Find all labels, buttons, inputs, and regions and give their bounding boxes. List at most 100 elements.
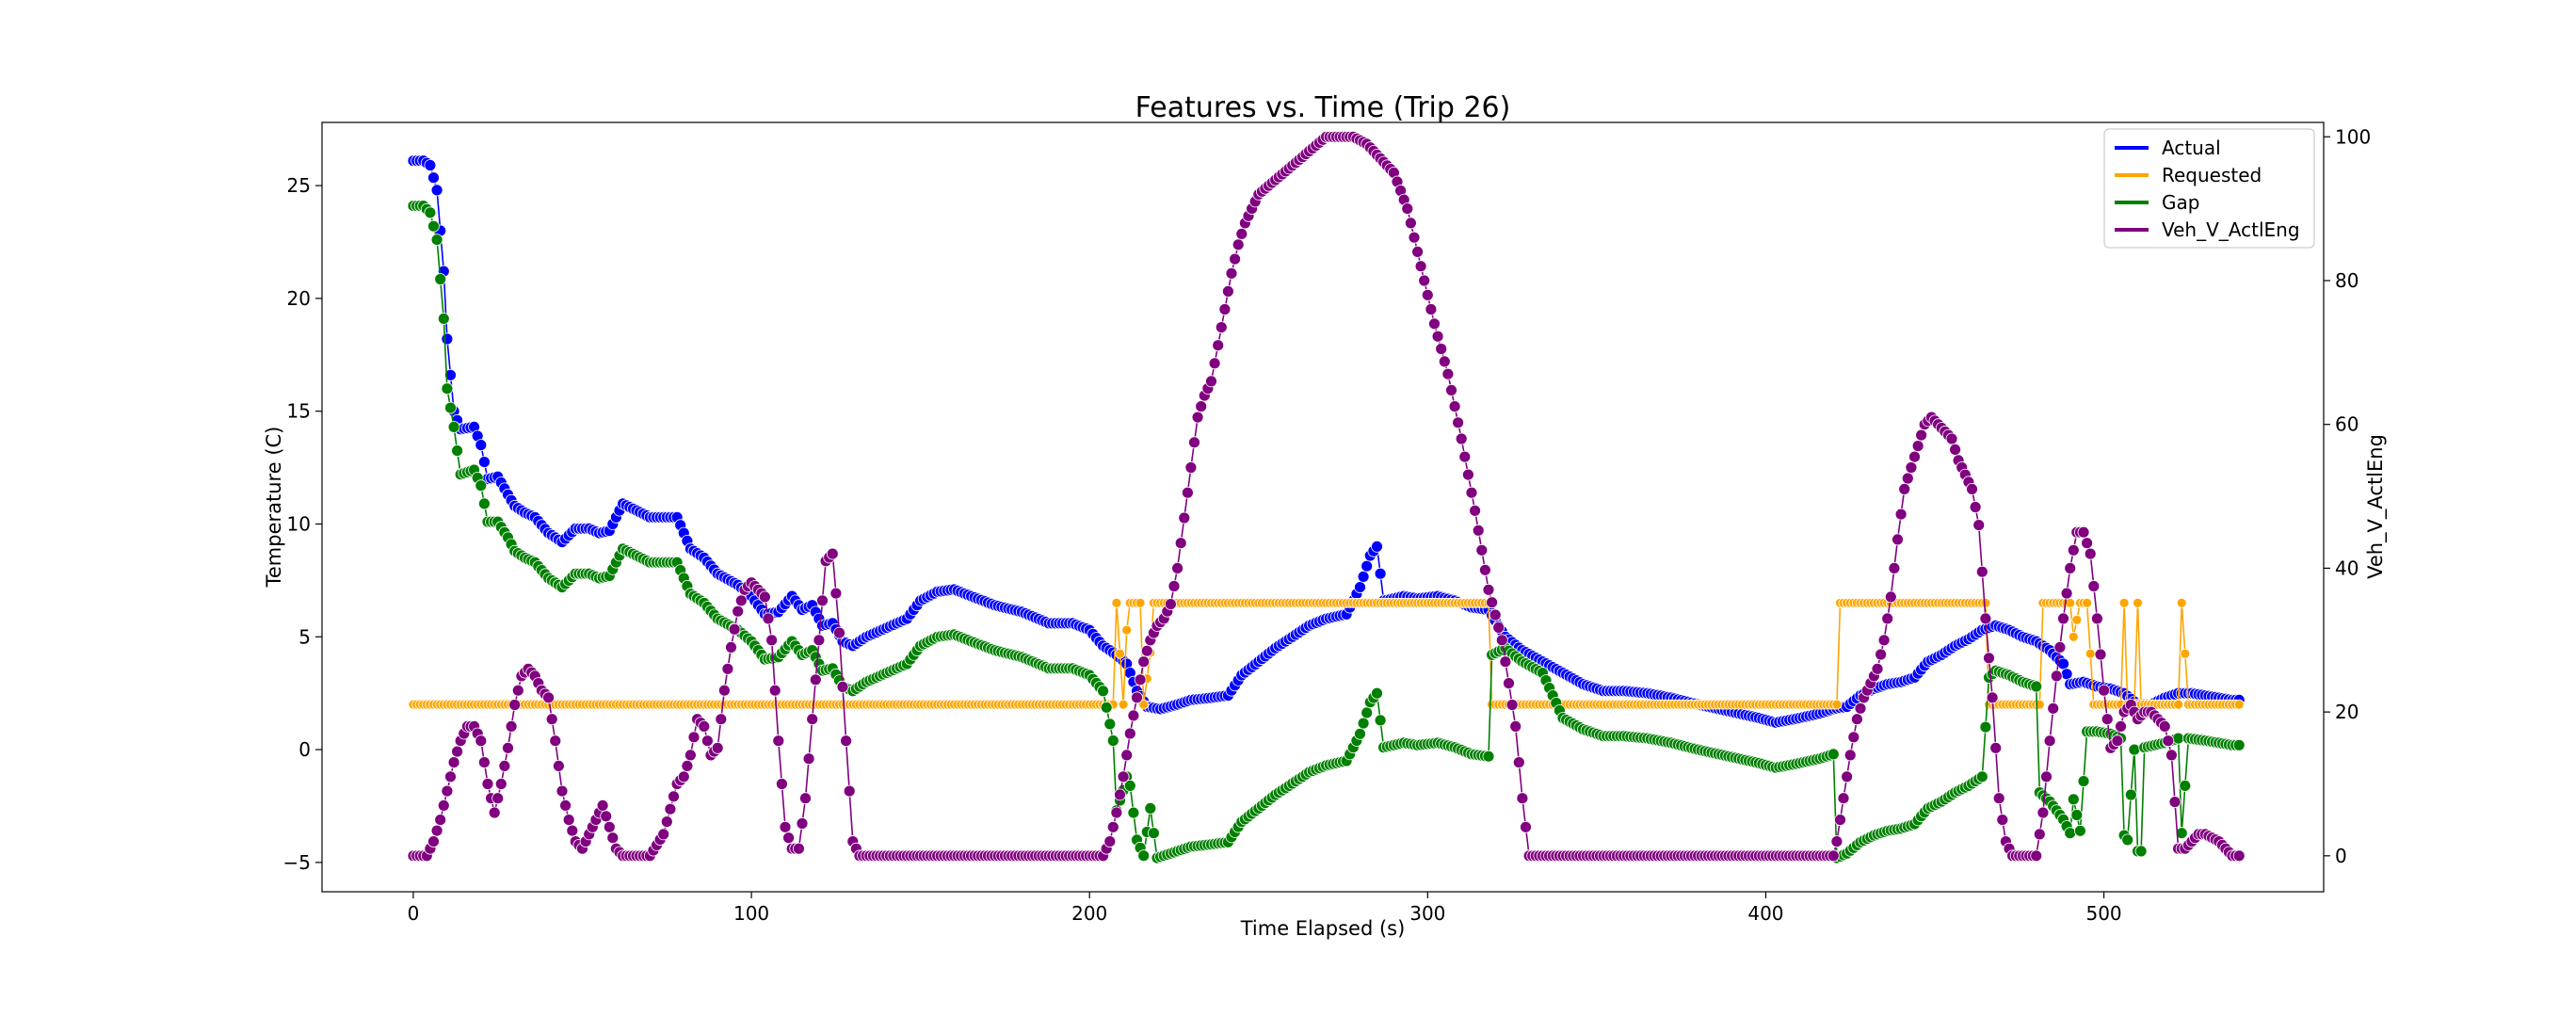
data-point-gap [2030, 680, 2043, 693]
data-point-veh-v-actleng [1915, 428, 1927, 442]
data-point-veh-v-actleng [1871, 662, 1884, 675]
data-point-requested [2233, 699, 2245, 710]
data-point-veh-v-actleng [1499, 655, 1512, 669]
data-point-veh-v-actleng [1520, 820, 1532, 833]
data-point-veh-v-actleng [765, 634, 778, 647]
data-point-gap [2172, 732, 2185, 745]
chart-title: Features vs. Time (Trip 26) [1135, 91, 1511, 124]
data-point-veh-v-actleng [1414, 260, 1427, 273]
data-point-veh-v-actleng [1989, 741, 2003, 754]
data-point-veh-v-actleng [1495, 634, 1508, 647]
legend-item-actual: Actual [2115, 137, 2221, 159]
data-point-gap [427, 219, 440, 233]
data-point-veh-v-actleng [1969, 501, 1982, 513]
data-point-veh-v-actleng [1986, 691, 1999, 704]
data-point-veh-v-actleng [1854, 702, 1867, 715]
data-point-veh-v-actleng [498, 760, 511, 772]
data-point-gap [1097, 685, 1109, 698]
data-point-veh-v-actleng [1218, 303, 1232, 315]
data-point-veh-v-actleng [1949, 443, 1962, 456]
data-point-veh-v-actleng [1103, 835, 1117, 848]
data-point-veh-v-actleng [1992, 792, 2005, 805]
data-point-gap [1137, 849, 1151, 863]
data-point-gap [1144, 802, 1157, 815]
data-point-veh-v-actleng [1894, 508, 1908, 521]
data-point-gap [1357, 717, 1370, 730]
x-tick-label: 400 [1747, 902, 1783, 925]
data-point-veh-v-actleng [728, 622, 741, 636]
data-point-veh-v-actleng [668, 790, 680, 803]
data-point-veh-v-actleng [725, 641, 737, 654]
legend-label: Veh_V_ActlEng [2162, 218, 2300, 241]
data-point-gap [1371, 686, 1383, 700]
data-point-veh-v-actleng [1877, 634, 1891, 647]
data-point-veh-v-actleng [1975, 565, 1988, 578]
data-point-veh-v-actleng [1911, 440, 1924, 453]
data-point-veh-v-actleng [2037, 806, 2050, 819]
data-point-veh-v-actleng [660, 815, 673, 828]
data-point-veh-v-actleng [759, 590, 771, 604]
data-point-veh-v-actleng [1505, 699, 1519, 711]
data-point-veh-v-actleng [1489, 608, 1502, 622]
data-point-veh-v-actleng [1898, 483, 1911, 495]
data-point-veh-v-actleng [2087, 580, 2101, 592]
data-point-veh-v-actleng [488, 806, 501, 819]
data-point-gap [2124, 788, 2137, 801]
data-point-veh-v-actleng [718, 684, 731, 697]
data-point-veh-v-actleng [1215, 321, 1228, 334]
data-point-veh-v-actleng [1441, 367, 1455, 380]
x-tick-label: 300 [1409, 902, 1445, 925]
data-point-veh-v-actleng [494, 778, 507, 790]
data-point-veh-v-actleng [779, 820, 792, 833]
data-point-veh-v-actleng [2060, 587, 2073, 600]
data-point-requested [1121, 624, 1133, 636]
data-point-veh-v-actleng [1830, 835, 1843, 848]
y-tick-label: 5 [298, 625, 311, 648]
data-point-actual [441, 332, 454, 346]
data-point-requested [2085, 648, 2096, 659]
data-point-gap [2128, 743, 2141, 756]
data-point-veh-v-actleng [1165, 598, 1177, 610]
data-point-veh-v-actleng [1472, 524, 1485, 537]
data-point-veh-v-actleng [1966, 483, 1978, 495]
data-point-veh-v-actleng [1195, 400, 1208, 413]
data-point-veh-v-actleng [1827, 849, 1840, 863]
data-point-veh-v-actleng [796, 817, 809, 830]
data-point-veh-v-actleng [434, 814, 447, 826]
data-point-veh-v-actleng [1843, 749, 1857, 762]
data-point-gap [2232, 738, 2246, 751]
data-point-veh-v-actleng [1837, 792, 1850, 805]
data-point-veh-v-actleng [782, 831, 795, 845]
data-point-veh-v-actleng [430, 824, 443, 837]
data-point-veh-v-actleng [768, 684, 781, 697]
data-point-actual [2060, 668, 2073, 681]
series-gap [407, 200, 2246, 864]
data-point-veh-v-actleng [1435, 343, 1448, 355]
data-point-veh-v-actleng [657, 828, 670, 841]
y2-tick-label: 60 [2335, 413, 2359, 436]
data-point-veh-v-actleng [502, 741, 514, 754]
data-point-requested [2180, 648, 2191, 659]
x-axis-label: Time Elapsed (s) [1240, 917, 1406, 940]
data-point-veh-v-actleng [1208, 357, 1221, 370]
data-point-gap [437, 312, 450, 325]
data-point-veh-v-actleng [664, 802, 677, 815]
data-point-veh-v-actleng [1486, 596, 1498, 609]
data-point-veh-v-actleng [1232, 238, 1245, 251]
data-point-veh-v-actleng [447, 756, 460, 768]
data-point-veh-v-actleng [1469, 504, 1481, 517]
data-point-veh-v-actleng [1134, 673, 1147, 686]
data-point-veh-v-actleng [491, 792, 505, 805]
data-point-veh-v-actleng [2094, 648, 2107, 661]
data-point-requested [2133, 597, 2143, 608]
data-point-veh-v-actleng [1479, 563, 1491, 576]
data-point-veh-v-actleng [1428, 317, 1441, 331]
data-point-veh-v-actleng [1996, 814, 2009, 826]
data-point-veh-v-actleng [2043, 734, 2056, 748]
data-point-veh-v-actleng [1448, 400, 1461, 413]
y2-tick-label: 20 [2335, 701, 2359, 723]
data-point-veh-v-actleng [809, 673, 822, 686]
data-point-veh-v-actleng [843, 784, 856, 798]
data-point-veh-v-actleng [1841, 770, 1853, 783]
data-point-veh-v-actleng [813, 634, 826, 647]
